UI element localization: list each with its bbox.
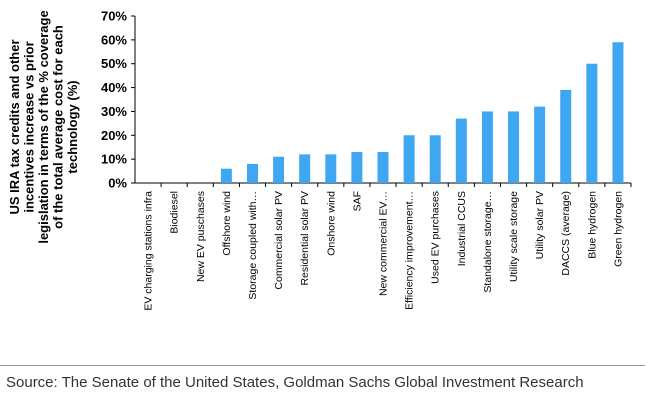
source-note: Source: The Senate of the United States,… xyxy=(6,374,584,391)
x-category-label: New commercial EV… xyxy=(378,191,390,296)
bar xyxy=(377,151,389,183)
y-tick-label: 10% xyxy=(101,152,127,167)
x-category-label: Used EV purchases xyxy=(430,191,442,284)
x-category-label: New EV puschases xyxy=(195,191,207,282)
bars xyxy=(220,42,624,183)
y-tick-label: 30% xyxy=(101,104,127,119)
bar xyxy=(246,163,258,183)
x-category-label: Industrial CCUS xyxy=(456,191,468,266)
bar xyxy=(403,135,415,183)
y-axis-label-line: incentives increase vs prior xyxy=(22,41,37,212)
bar xyxy=(586,63,598,183)
bar xyxy=(429,135,441,183)
x-category-label: Offshore wind xyxy=(221,191,233,256)
y-tick-label: 20% xyxy=(101,128,127,143)
bar xyxy=(508,111,520,183)
bar-chart: US IRA tax credits and otherincentives i… xyxy=(7,9,632,311)
separator-line xyxy=(0,365,645,366)
x-category-label: Biodiesel xyxy=(169,191,181,234)
x-category-label: Utility solar PV xyxy=(534,191,546,259)
x-category-label: Storage coupled with… xyxy=(247,191,259,300)
bar xyxy=(481,111,493,183)
bar xyxy=(325,154,337,183)
y-axis-label-line: legislation in terms of the % coverage xyxy=(36,10,51,243)
x-category-label: Commercial solar PV xyxy=(273,191,285,290)
x-category-label: Blue hydrogen xyxy=(586,191,598,259)
x-category-label: Standalone storage… xyxy=(482,191,494,293)
y-tick-label: 50% xyxy=(101,56,127,71)
y-tick-label: 0% xyxy=(108,176,127,191)
x-category-label: Efficiency improvement… xyxy=(404,191,416,310)
y-axis-label-line: of the total average cost for each xyxy=(51,25,66,229)
y-axis-label: US IRA tax credits and otherincentives i… xyxy=(7,10,80,243)
y-tick-label: 40% xyxy=(101,80,127,95)
x-category-label: Green hydrogen xyxy=(612,191,624,267)
y-tick-label: 60% xyxy=(101,32,127,47)
bar xyxy=(299,154,311,183)
y-axis-label-line: US IRA tax credits and other xyxy=(7,39,22,214)
x-category-label: EV charging stations infra xyxy=(143,191,155,311)
bar xyxy=(612,42,624,183)
x-category-label: Onshore wind xyxy=(325,191,337,256)
bar xyxy=(351,151,363,183)
x-category-label: Utility scale storage xyxy=(508,191,520,282)
bar xyxy=(534,106,546,183)
y-axis-ticks: 0% 10% 20% 30% 40% 50% 60% 70% xyxy=(101,9,135,191)
bar xyxy=(220,168,232,183)
x-category-label: SAF xyxy=(351,191,363,211)
y-tick-label: 70% xyxy=(101,9,127,24)
x-category-label: DACCS (average) xyxy=(560,191,572,276)
bar xyxy=(560,89,572,183)
x-category-label: Residential solar PV xyxy=(299,191,311,286)
bar xyxy=(455,118,467,183)
x-axis-categories: EV charging stations infra Biodiesel New E… xyxy=(143,183,632,311)
bar xyxy=(273,156,285,183)
y-axis-label-line: technology (%) xyxy=(65,80,80,173)
